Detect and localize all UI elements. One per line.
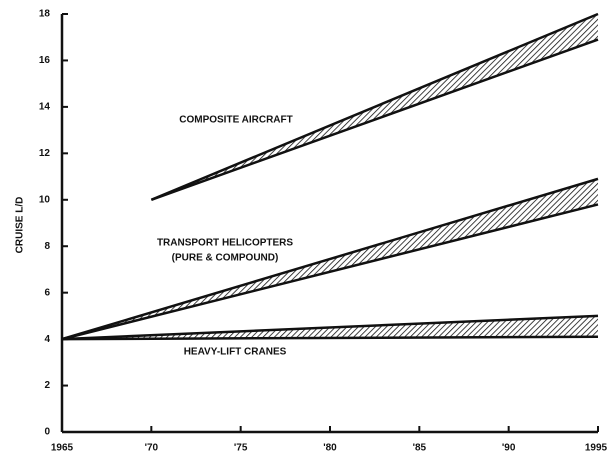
x-tick-label: '70 xyxy=(145,443,159,454)
x-tick-label: '75 xyxy=(234,443,248,454)
y-tick-label: 14 xyxy=(39,102,51,113)
y-tick-label: 8 xyxy=(44,241,50,252)
x-tick-label: 1965 xyxy=(51,443,74,454)
y-tick-label: 0 xyxy=(44,427,50,438)
y-tick-label: 18 xyxy=(39,9,51,20)
band-lower-line xyxy=(61,203,599,341)
y-tick-label: 6 xyxy=(44,287,50,298)
y-tick-label: 12 xyxy=(39,148,51,159)
y-axis-label: CRUISE L/D xyxy=(15,197,26,254)
band-upper-line xyxy=(150,12,599,201)
x-tick-label: '80 xyxy=(323,443,337,454)
x-tick-label: '90 xyxy=(502,443,516,454)
band-upper-line xyxy=(61,177,599,341)
band-upper-line xyxy=(61,314,599,341)
band-label: COMPOSITE AIRCRAFT xyxy=(179,115,293,126)
band-label: HEAVY-LIFT CRANES xyxy=(184,347,287,358)
x-tick-label: 1995 xyxy=(585,443,608,454)
x-tick-label: '85 xyxy=(413,443,427,454)
y-tick-label: 2 xyxy=(44,380,50,391)
band-lower-line xyxy=(150,38,599,201)
y-tick-label: 16 xyxy=(39,55,51,66)
y-tick-label: 4 xyxy=(44,334,50,345)
band-label: TRANSPORT HELICOPTERS xyxy=(157,238,293,249)
band-lower-line xyxy=(61,335,599,341)
y-tick-label: 10 xyxy=(39,194,51,205)
band-note: (PURE & COMPOUND) xyxy=(172,253,279,264)
